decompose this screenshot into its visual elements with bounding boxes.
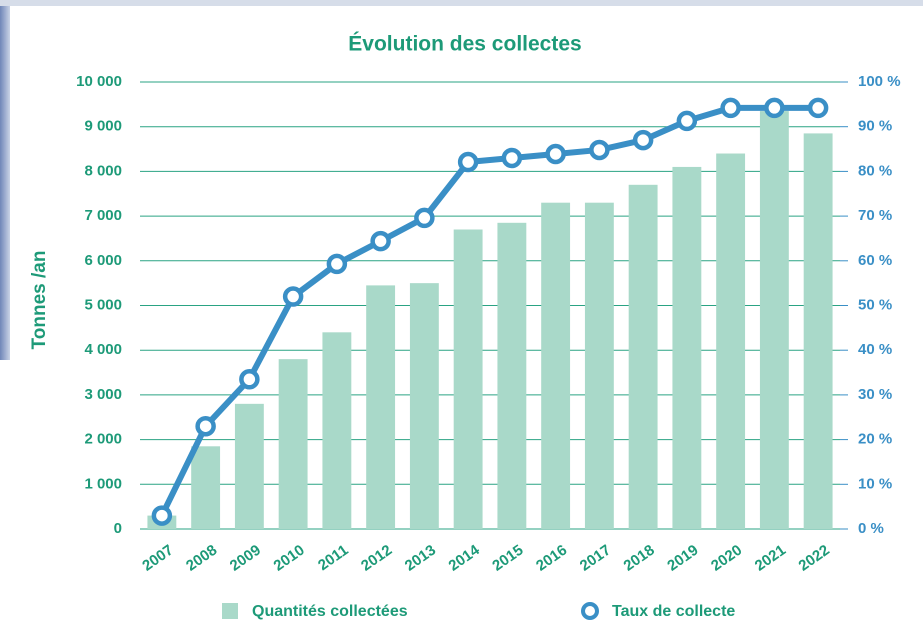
line-point [370, 230, 391, 252]
line-point [326, 253, 348, 275]
legend-label: Taux de collecte [612, 603, 735, 620]
legend-label: Quantités collectées [252, 603, 408, 620]
bar [541, 202, 571, 529]
line-point [589, 139, 610, 161]
x-tick-label: 2012 [358, 542, 395, 575]
y-tick-label: 10 000 [76, 73, 122, 90]
line-point [676, 110, 698, 132]
x-tick-label: 2013 [402, 542, 439, 575]
y-tick-label: 0 [114, 520, 122, 537]
y-tick-label: 8 000 [84, 162, 122, 179]
bar [191, 446, 221, 529]
line-point [151, 505, 173, 526]
bar [278, 359, 308, 529]
x-tick-label: 2014 [446, 541, 484, 574]
line-point [807, 97, 829, 119]
bar [584, 202, 614, 529]
line-point [632, 129, 654, 151]
legend-marker [581, 602, 599, 620]
y-tick-label: 5 000 [84, 296, 122, 313]
x-tick-label: 2007 [139, 542, 176, 575]
y-tick-label: 9 000 [84, 118, 122, 135]
y2-tick-label: 0 % [858, 520, 884, 537]
y2-tick-label: 60 % [858, 252, 892, 269]
y2-tick-label: 40 % [858, 341, 892, 358]
x-tick-label: 2015 [489, 542, 526, 575]
x-tick-label: 2018 [621, 542, 658, 575]
y-tick-label: 2 000 [84, 431, 122, 448]
x-tick-label: 2008 [183, 542, 220, 575]
line-point [764, 97, 785, 119]
bar [497, 222, 527, 529]
y2-tick-label: 100 % [858, 73, 901, 90]
y-tick-label: 6 000 [84, 252, 122, 269]
background-edge [0, 0, 923, 6]
line [159, 104, 819, 517]
x-tick-label: 2009 [227, 542, 264, 575]
y-axis-label: Tonnes /an [29, 251, 50, 350]
legend-swatch [222, 603, 238, 619]
bar [716, 153, 746, 529]
y-tick-label: 4 000 [84, 341, 122, 358]
x-tick-label: 2019 [664, 542, 701, 575]
bar [672, 166, 702, 529]
x-tick-label: 2020 [708, 542, 745, 575]
bar [366, 285, 396, 529]
x-tick-label: 2016 [533, 542, 570, 575]
y-tick-label: 3 000 [84, 386, 122, 403]
bar [759, 111, 789, 530]
bar [803, 133, 833, 529]
x-tick-label: 2017 [577, 542, 614, 575]
bar [453, 229, 483, 529]
bar [409, 283, 439, 529]
bar [322, 332, 352, 529]
x-tick-label: 2010 [271, 542, 308, 575]
line-point [195, 415, 216, 437]
line-point [545, 143, 566, 165]
y2-tick-label: 90 % [858, 118, 892, 135]
bar [234, 403, 264, 529]
line-point [501, 147, 523, 169]
y2-tick-label: 70 % [858, 207, 892, 224]
y2-tick-label: 10 % [858, 475, 892, 492]
y2-tick-label: 30 % [858, 386, 892, 403]
x-tick-label: 2022 [796, 542, 833, 575]
line-point [414, 207, 435, 229]
x-tick-label: 2021 [752, 542, 789, 575]
chart-title: Évolution des collectes [348, 33, 581, 56]
line-point [720, 97, 741, 119]
line-point [239, 369, 260, 390]
background-edge [0, 0, 10, 360]
y2-tick-label: 80 % [858, 162, 892, 179]
y-tick-label: 7 000 [84, 207, 122, 224]
y2-tick-label: 50 % [858, 296, 892, 313]
x-tick-label: 2011 [315, 542, 351, 575]
bar [628, 184, 658, 529]
y2-tick-label: 20 % [858, 431, 892, 448]
y-tick-label: 1 000 [84, 475, 122, 492]
line-point [457, 151, 479, 173]
line-point [282, 286, 304, 307]
